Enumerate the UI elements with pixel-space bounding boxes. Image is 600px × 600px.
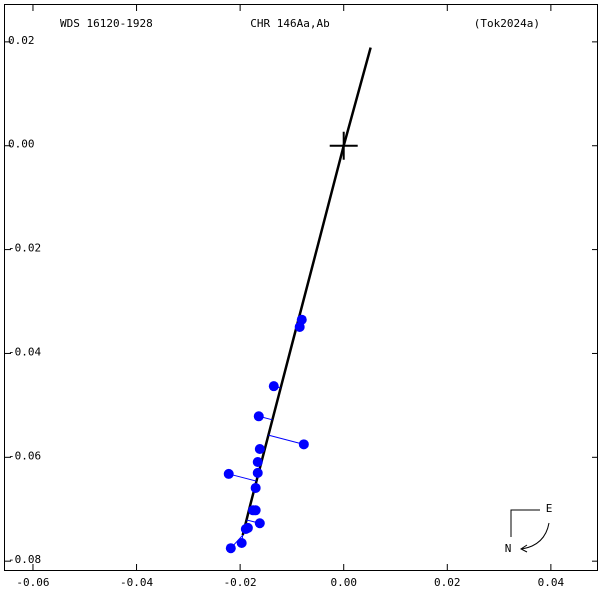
- y-tick-label: -0.08: [8, 553, 41, 566]
- observation: [253, 411, 264, 422]
- title-center: CHR 146Aa,Ab: [250, 17, 329, 30]
- x-tick-label: -0.06: [16, 576, 49, 589]
- observation: [294, 321, 305, 332]
- y-tick-label: -0.06: [8, 449, 41, 462]
- observation: [223, 468, 234, 479]
- observation: [225, 543, 236, 554]
- orbit: [241, 47, 372, 536]
- observation: [248, 505, 259, 516]
- observation: [254, 518, 265, 529]
- x-tick-label: 0.00: [330, 576, 357, 589]
- y-tick-label: -0.02: [8, 242, 41, 255]
- observation: [252, 467, 263, 478]
- observation: [236, 537, 247, 548]
- x-tick-label: 0.04: [538, 576, 565, 589]
- compass-arrow: [521, 522, 550, 550]
- compass-north: N: [505, 542, 512, 555]
- observation: [252, 456, 263, 467]
- y-tick-label: 0.00: [8, 138, 35, 151]
- observation: [298, 439, 309, 450]
- observation: [240, 523, 251, 534]
- residual-line: [268, 434, 304, 445]
- compass-east: E: [546, 502, 553, 515]
- observation: [268, 381, 279, 392]
- title-left: WDS 16120-1928: [60, 17, 153, 30]
- y-tick-label: -0.04: [8, 345, 41, 358]
- plot-frame: [4, 4, 598, 571]
- observation: [254, 444, 265, 455]
- x-tick-label: 0.02: [434, 576, 461, 589]
- compass-axes: [510, 509, 540, 537]
- compass-arrowhead: [520, 544, 528, 553]
- x-tick-label: -0.04: [120, 576, 153, 589]
- observation: [250, 482, 261, 493]
- x-tick-label: -0.02: [224, 576, 257, 589]
- compass: [510, 509, 550, 553]
- y-tick-label: 0.02: [8, 34, 35, 47]
- title-right: (Tok2024a): [474, 17, 540, 30]
